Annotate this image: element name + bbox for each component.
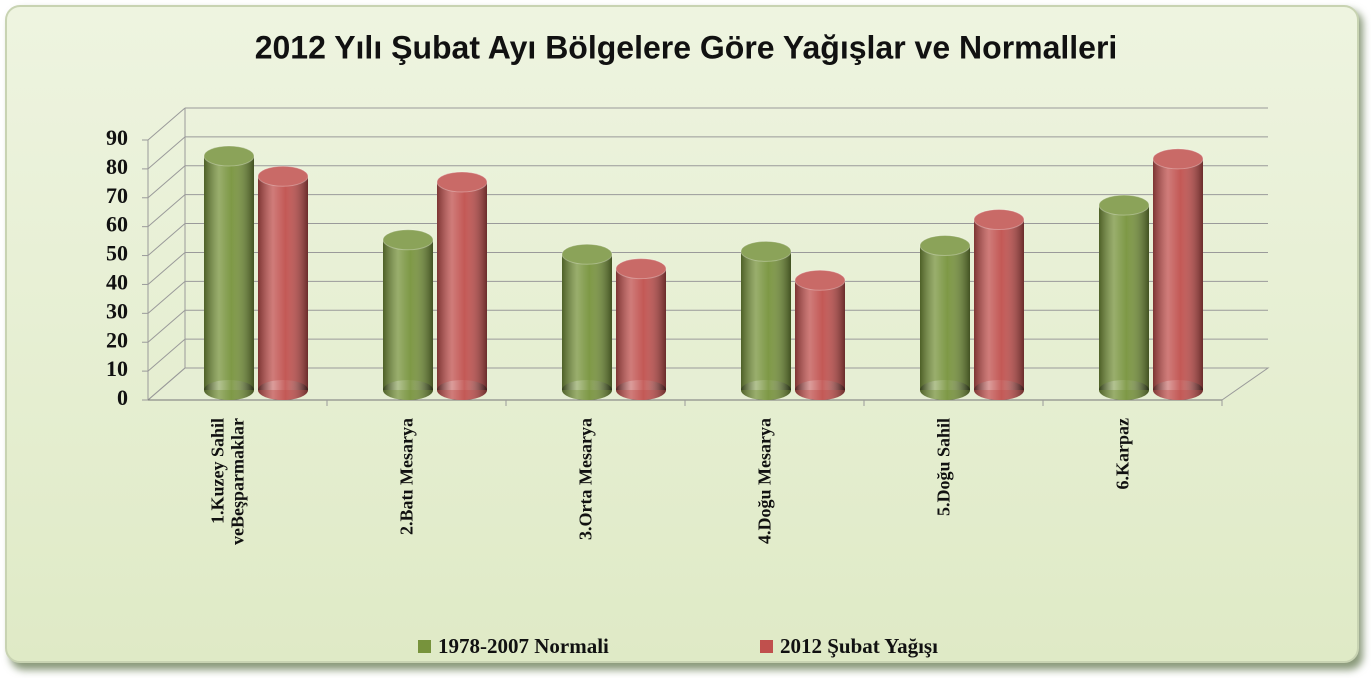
bar-shade [204, 156, 254, 390]
grid-line-side [147, 223, 186, 256]
bottom-shade [741, 380, 791, 400]
bottom-shade [920, 380, 970, 400]
y-tick-label: 80 [106, 154, 128, 179]
y-tick-label: 50 [106, 241, 128, 266]
x-tick-label: 3.Orta Mesarya [576, 418, 596, 540]
y-tick-label: 40 [106, 269, 128, 294]
x-tick-label: 5.Doğu Sahil [934, 418, 954, 516]
bar-shade [974, 219, 1024, 390]
y-tick-label: 90 [106, 125, 128, 150]
cylinder-top [382, 229, 434, 251]
cylinder-top [436, 171, 488, 193]
bar-shade [383, 239, 433, 390]
grid-line-side [147, 165, 186, 199]
top-highlight [437, 172, 487, 192]
cylinder [615, 258, 667, 400]
cylinder [561, 243, 613, 400]
cylinder-top [919, 235, 971, 257]
bar-shade [437, 182, 487, 390]
grid-line-side [147, 309, 186, 343]
legend-label: 2012 Şubat Yağışı [780, 634, 938, 658]
cylinder [436, 171, 488, 400]
top-highlight [974, 209, 1024, 230]
top-highlight [741, 241, 791, 262]
y-tick-label: 70 [106, 183, 128, 208]
bottom-shade [437, 380, 487, 400]
cylinder [203, 145, 255, 400]
x-tick-label: 4.Doğu Mesarya [755, 418, 775, 544]
top-highlight [258, 166, 308, 187]
top-highlight [204, 146, 254, 166]
bottom-shade [562, 380, 612, 400]
y-tick-label: 30 [106, 298, 128, 323]
bottom-shade [1153, 380, 1203, 400]
chart-title: 2012 Yılı Şubat Ayı Bölgelere Göre Yağış… [255, 29, 1118, 65]
y-tick-label: 60 [106, 212, 128, 237]
chart-frame [5, 5, 1359, 663]
bar-shade [1099, 205, 1149, 390]
legend-swatch [418, 640, 431, 653]
top-highlight [920, 235, 970, 256]
top-highlight [1153, 148, 1203, 169]
top-highlight [383, 229, 433, 250]
bar-shade [258, 176, 308, 390]
cylinder-top [257, 165, 309, 187]
grid-line-side [147, 280, 186, 314]
cylinder [257, 165, 309, 400]
cylinder [794, 269, 846, 400]
bottom-shade [383, 380, 433, 400]
top-highlight [562, 244, 612, 265]
bar-shade [920, 245, 970, 390]
bottom-shade [616, 380, 666, 400]
bottom-shade [795, 380, 845, 400]
grid-line-side [147, 136, 186, 170]
grid-line-side [147, 194, 186, 228]
y-tick-label: 20 [106, 327, 128, 352]
grid-line-side [147, 252, 186, 285]
cylinder-top [203, 145, 255, 167]
x-tick-label: 1.Kuzey SahilveBeşparmaklar [208, 418, 248, 545]
x-tick-label: 2.Batı Mesarya [397, 418, 417, 535]
top-highlight [616, 258, 666, 279]
cylinder-top [973, 209, 1025, 231]
grid-line-side [147, 338, 186, 372]
grid-line-side [147, 107, 186, 141]
bar-shade [1153, 158, 1203, 390]
cylinder [919, 235, 971, 400]
grid-line-side [147, 367, 186, 401]
cylinder [1098, 194, 1150, 400]
y-tick-label: 0 [117, 385, 128, 410]
top-highlight [1099, 195, 1149, 216]
bar-shade [795, 280, 845, 390]
bottom-shade [974, 380, 1024, 400]
cylinder [973, 209, 1025, 400]
bar-shade [616, 268, 666, 390]
cylinder [1152, 148, 1204, 400]
legend-swatch [760, 640, 773, 653]
cylinder-top [740, 240, 792, 262]
bottom-shade [258, 380, 308, 400]
legend-label: 1978-2007 Normali [438, 634, 609, 658]
cylinder-top [794, 269, 846, 291]
bar-shade [562, 254, 612, 390]
bottom-shade [204, 380, 254, 400]
cylinder-top [1152, 148, 1204, 170]
x-tick-label: 6.Karpaz [1113, 418, 1133, 490]
top-highlight [795, 270, 845, 291]
cylinder-top [1098, 194, 1150, 216]
cylinder [740, 240, 792, 400]
bottom-shade [1099, 380, 1149, 400]
cylinder-top [561, 243, 613, 265]
y-tick-label: 10 [106, 356, 128, 381]
cylinder [382, 229, 434, 400]
cylinder-top [615, 258, 667, 280]
bar-shade [741, 251, 791, 390]
